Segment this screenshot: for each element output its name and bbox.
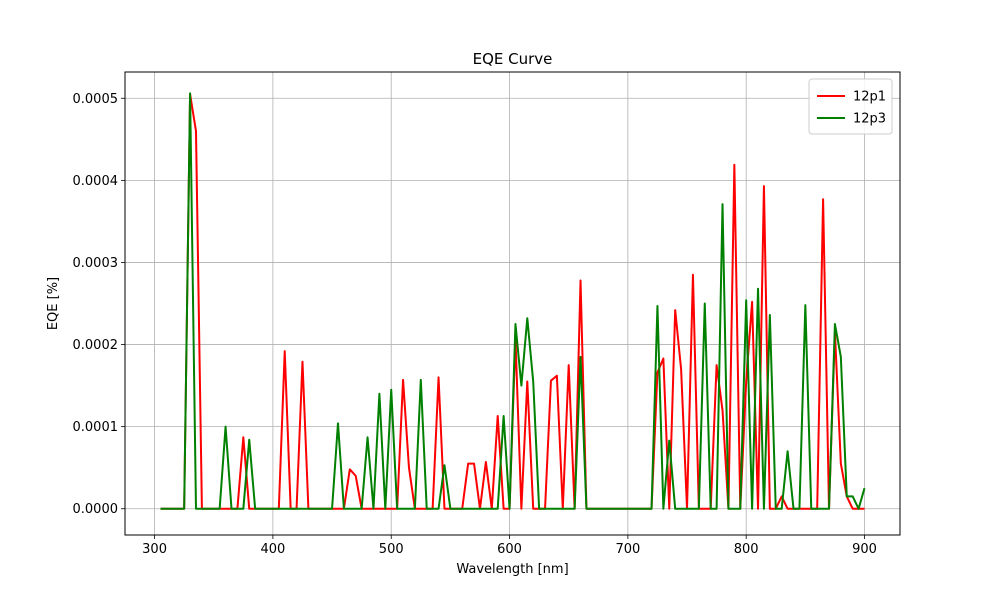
y-tick-label: 0.0003 <box>73 256 119 271</box>
x-tick-label: 600 <box>497 542 522 557</box>
y-tick-label: 0.0002 <box>73 338 119 353</box>
y-axis-label: EQE [%] <box>46 277 61 330</box>
x-tick-label: 800 <box>734 542 759 557</box>
legend-label-12p1: 12p1 <box>853 90 886 105</box>
legend: 12p1 12p3 <box>808 78 893 135</box>
y-tick-label: 0.0001 <box>73 420 119 435</box>
legend-label-12p3: 12p3 <box>853 112 886 127</box>
x-tick-label: 900 <box>852 542 877 557</box>
x-tick-label: 700 <box>615 542 640 557</box>
y-tick-label: 0.0004 <box>73 174 119 189</box>
series-line-12p3 <box>160 92 866 510</box>
legend-box <box>808 78 893 135</box>
x-tick-label: 300 <box>142 542 167 557</box>
chart-title: EQE Curve <box>473 50 553 68</box>
x-axis-label: Wavelength [nm] <box>456 562 568 577</box>
plot-frame <box>124 71 901 536</box>
x-tick-label: 400 <box>260 542 285 557</box>
y-tick-label: 0.0005 <box>73 92 119 107</box>
axis-ticks: 300 400 500 600 700 800 900 0.0000 0.0001 0.0002 0… <box>73 92 877 557</box>
y-tick-label: 0.0000 <box>73 502 119 517</box>
series-lines <box>160 92 866 510</box>
x-tick-label: 500 <box>379 542 404 557</box>
